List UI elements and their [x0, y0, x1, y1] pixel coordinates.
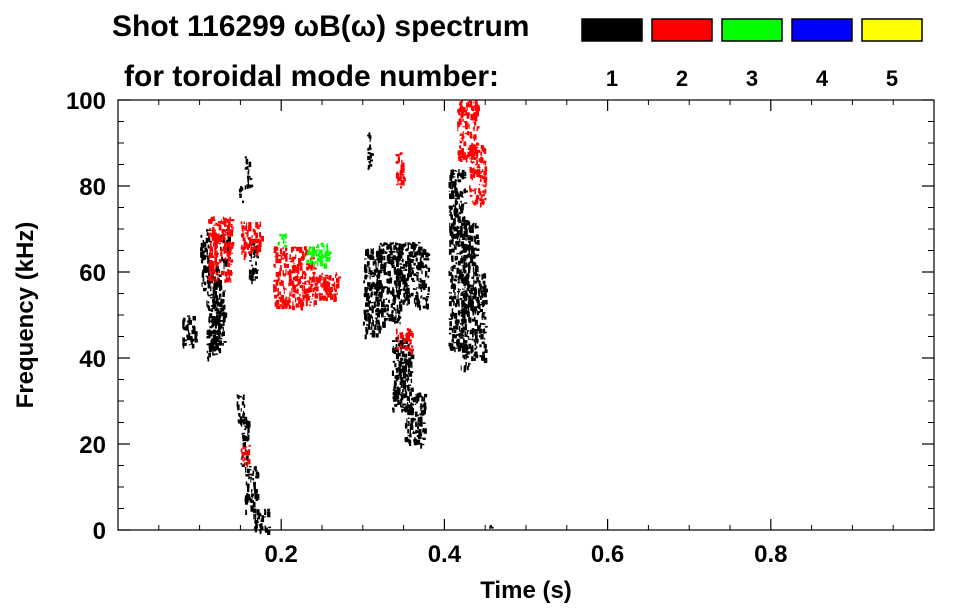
y-tick-label: 20 [79, 432, 106, 459]
spectrum-region-mode-1 [460, 220, 480, 373]
spectrum-region-mode-1 [367, 132, 374, 171]
legend-label-mode-5: 5 [886, 66, 898, 91]
spectrum-region-mode-2 [208, 216, 235, 284]
legend-label-mode-2: 2 [676, 66, 688, 91]
spectrum-region-mode-2 [240, 221, 264, 261]
legend-swatch-mode-3 [721, 18, 783, 42]
spectrum-regions [182, 100, 494, 535]
legend-swatch-mode-2 [651, 18, 713, 42]
legend-swatch-mode-5 [861, 18, 923, 42]
spectrum-region-mode-1 [182, 315, 198, 349]
spectrum-region-mode-1 [236, 394, 248, 425]
y-axis-label: Frequency (kHz) [12, 222, 39, 409]
legend-label-mode-1: 1 [606, 66, 618, 91]
y-tick-label: 0 [93, 518, 106, 545]
x-axis-label: Time (s) [480, 577, 572, 604]
spectrum-region-mode-1 [395, 241, 431, 312]
spectrum-region-mode-2 [273, 246, 317, 311]
legend-swatch-mode-1 [581, 18, 643, 42]
chart-subtitle: for toroidal mode number: [124, 60, 499, 93]
y-tick-label: 40 [79, 346, 106, 373]
axis-ticks: 0.2 0.4 0.6 0.8 0 20 40 60 80 100 [66, 88, 934, 568]
spectrum-region-mode-2 [395, 152, 406, 189]
legend-label-mode-4: 4 [816, 66, 829, 91]
plot-area: 0.2 0.4 0.6 0.8 0 20 40 60 80 100 [66, 88, 935, 568]
chart-title: Shot 116299 ωB(ω) spectrum [112, 10, 529, 43]
y-tick-label: 100 [66, 88, 106, 115]
x-tick-label: 0.8 [754, 541, 787, 568]
legend-label-mode-3: 3 [746, 66, 758, 91]
spectrum-region-mode-3 [306, 242, 332, 269]
y-tick-label: 60 [79, 260, 106, 287]
legend: 1 2 3 4 5 [581, 18, 923, 91]
spectrum-region-mode-1 [403, 392, 428, 449]
spectrum-region-mode-1 [244, 156, 254, 190]
spectrum-region-mode-2 [469, 144, 488, 208]
spectrum-region-mode-2 [457, 100, 480, 165]
spectrum-region-mode-1 [212, 290, 228, 354]
spectrum-region-mode-2 [240, 444, 251, 468]
x-tick-label: 0.2 [265, 541, 298, 568]
legend-swatch-mode-4 [791, 18, 853, 42]
x-tick-label: 0.6 [591, 541, 624, 568]
spectrum-region-mode-1 [448, 169, 468, 353]
x-tick-label: 0.4 [428, 541, 462, 568]
spectrum-region-mode-1 [489, 524, 494, 529]
spectrum-region-mode-3 [277, 233, 288, 248]
y-tick-label: 80 [79, 174, 106, 201]
spectrum-region-mode-1 [238, 186, 245, 204]
plot-background [118, 100, 934, 530]
spectrum-region-mode-1 [477, 273, 488, 363]
spectrum-region-mode-2 [395, 328, 414, 355]
spectrum-region-mode-2 [313, 272, 341, 302]
spectrum-region-mode-1 [244, 466, 260, 516]
